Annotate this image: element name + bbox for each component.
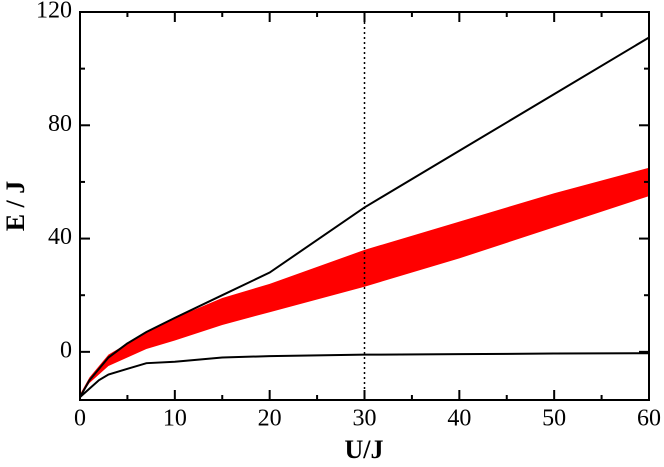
x-tick-label: 30 (353, 406, 377, 432)
y-tick-label: 0 (60, 337, 72, 363)
x-tick-label: 20 (258, 406, 282, 432)
x-axis-label: U/J (345, 435, 384, 464)
line (79, 352, 650, 398)
x-tick-label: 60 (637, 406, 661, 432)
y-tick-label: 80 (48, 111, 72, 137)
y-tick-label: 120 (36, 0, 72, 24)
x-tick-label: 50 (542, 406, 566, 432)
y-axis-label: E / J (1, 181, 30, 232)
y-tick-label: 40 (48, 224, 72, 250)
x-tick-label: 40 (447, 406, 471, 432)
x-tick-label: 10 (163, 406, 187, 432)
line (79, 36, 650, 398)
x-tick-label: 0 (74, 406, 86, 432)
